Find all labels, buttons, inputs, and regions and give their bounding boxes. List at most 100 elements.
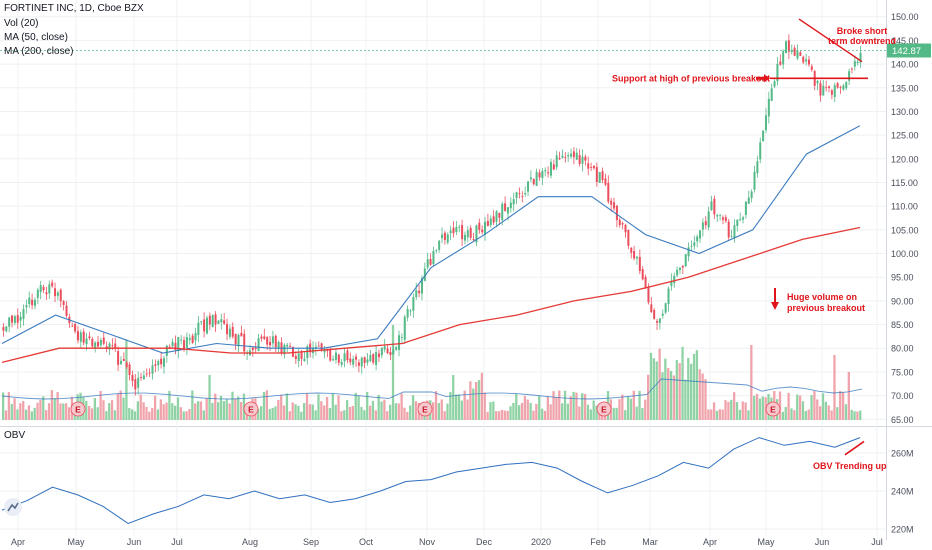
volume-bar bbox=[796, 394, 799, 420]
candle-body bbox=[185, 337, 188, 348]
volume-bar bbox=[649, 352, 653, 420]
volume-bar bbox=[784, 406, 787, 420]
candle-body bbox=[724, 217, 727, 222]
downtrend-line bbox=[798, 18, 863, 63]
time-tick-label: Jun bbox=[127, 537, 142, 547]
volume-bar bbox=[555, 397, 558, 420]
candle-body bbox=[664, 303, 667, 313]
volume-bar bbox=[684, 379, 687, 420]
volume-bar bbox=[758, 398, 762, 420]
volume-bar bbox=[377, 394, 380, 420]
candle-body bbox=[177, 337, 180, 351]
candle-body bbox=[303, 358, 306, 362]
time-tick-label: Jul bbox=[871, 537, 883, 547]
candle-body bbox=[85, 338, 88, 345]
candle-body bbox=[237, 334, 240, 347]
candle-body bbox=[82, 331, 85, 343]
volume-bar bbox=[612, 407, 615, 420]
volume-bar bbox=[836, 407, 839, 420]
volume-bar bbox=[741, 401, 744, 420]
volume-bar bbox=[99, 390, 102, 420]
candle-body bbox=[271, 336, 274, 344]
volume-bar bbox=[297, 405, 300, 420]
volume-legend: Vol (20) bbox=[4, 18, 39, 29]
volume-bar bbox=[102, 400, 105, 420]
candle-body bbox=[226, 324, 229, 335]
volume-bar bbox=[311, 404, 314, 420]
candle-body bbox=[240, 332, 243, 337]
volume-bar bbox=[446, 403, 449, 420]
candle-body bbox=[197, 322, 200, 336]
volume-bar bbox=[572, 391, 575, 420]
candle-body bbox=[191, 335, 194, 343]
earnings-marker bbox=[417, 401, 433, 417]
volume-bar bbox=[288, 411, 291, 420]
volume-bar bbox=[357, 395, 360, 420]
candle-body bbox=[443, 232, 446, 241]
candle-body bbox=[532, 179, 535, 185]
candle-body bbox=[647, 287, 650, 303]
price-tick-label: 95.00 bbox=[891, 273, 914, 283]
price-tag-label: 142.87 bbox=[892, 46, 921, 57]
candle-body bbox=[782, 51, 785, 65]
time-tick-label: Mar bbox=[642, 537, 658, 547]
volume-bar bbox=[520, 402, 524, 420]
candle-body bbox=[200, 321, 203, 323]
volume-bar bbox=[62, 403, 65, 420]
annotation-broke-line2: term downtrend bbox=[828, 36, 896, 46]
price-tick-label: 105.00 bbox=[891, 225, 919, 235]
volume-bar bbox=[718, 409, 721, 420]
volume-bar bbox=[125, 340, 128, 420]
ma50-line bbox=[1, 125, 861, 354]
candle-body bbox=[148, 372, 151, 374]
candle-body bbox=[62, 300, 65, 305]
candle-body bbox=[670, 280, 673, 286]
candle-body bbox=[790, 49, 793, 53]
price-tick-label: 90.00 bbox=[891, 296, 914, 306]
candle-body bbox=[389, 352, 392, 355]
volume-bar bbox=[778, 391, 782, 420]
candle-body bbox=[134, 379, 137, 390]
candle-body bbox=[805, 59, 808, 62]
volume-bar bbox=[469, 381, 472, 420]
volume-bar bbox=[853, 411, 856, 420]
volume-bar bbox=[85, 400, 88, 420]
volume-bar bbox=[486, 411, 489, 420]
volume-bar bbox=[136, 401, 140, 420]
price-tick-label: 120.00 bbox=[891, 154, 919, 164]
volume-bar bbox=[228, 403, 231, 420]
volume-bar bbox=[260, 406, 263, 420]
volume-bar bbox=[457, 394, 461, 420]
candle-body bbox=[630, 247, 633, 253]
volume-bar bbox=[380, 401, 383, 420]
volume-bar bbox=[174, 405, 177, 420]
candle-body bbox=[810, 66, 813, 70]
candle-body bbox=[337, 354, 340, 363]
price-tick-label: 100.00 bbox=[891, 249, 919, 259]
candle-body bbox=[667, 288, 670, 304]
volume-bar bbox=[816, 399, 819, 420]
candle-body bbox=[8, 317, 11, 327]
volume-bar bbox=[750, 345, 753, 420]
candle-body bbox=[581, 156, 584, 164]
candle-body bbox=[484, 221, 487, 235]
volume-bar bbox=[733, 392, 736, 420]
volume-bar bbox=[463, 390, 466, 420]
tradingview-logo-icon[interactable] bbox=[4, 498, 22, 516]
candle-body bbox=[205, 317, 208, 334]
volume-bar bbox=[113, 410, 117, 420]
volume-bar bbox=[549, 404, 552, 420]
volume-bar bbox=[515, 393, 518, 420]
volume-bar bbox=[563, 390, 567, 420]
volume-bar bbox=[472, 388, 475, 420]
volume-bar bbox=[819, 406, 822, 420]
volume-bar bbox=[323, 405, 326, 420]
candle-body bbox=[334, 352, 337, 360]
candle-body bbox=[719, 214, 722, 216]
candle-body bbox=[750, 191, 753, 199]
candle-body bbox=[395, 347, 398, 350]
volume-bar bbox=[509, 406, 512, 420]
volume-bar bbox=[403, 407, 406, 420]
volume-bar bbox=[24, 409, 28, 420]
